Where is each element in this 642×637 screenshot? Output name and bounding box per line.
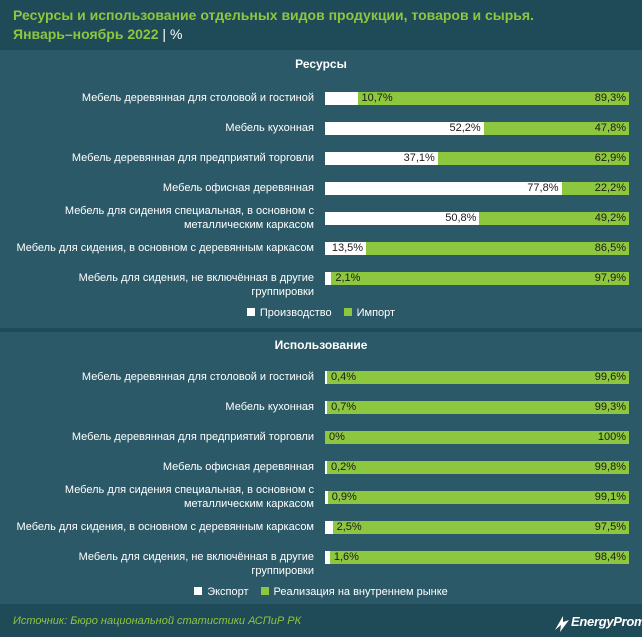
usage-value-label-second: 99,3% — [594, 401, 626, 413]
resources-value-label-first: 77,8% — [527, 182, 559, 194]
usage-value-label-second: 99,8% — [594, 461, 626, 473]
legend-swatch — [260, 587, 269, 595]
resources-bar-Импорт — [437, 151, 629, 165]
resources-category-label: Мебель для сидения, не включённая в друг… — [78, 272, 314, 298]
resources-bar-Производство — [325, 121, 484, 135]
footer — [0, 607, 642, 637]
energyprom-logo: EnergyProm — [551, 611, 642, 633]
legend-item: Экспорт — [194, 586, 249, 598]
legend-label: Реализация на внутреннем рынке — [273, 586, 448, 598]
resources-category-label: Мебель кухонная — [225, 122, 314, 134]
lightning-bolt-icon — [555, 616, 569, 632]
legend-label: Импорт — [356, 307, 396, 319]
legend-label: Экспорт — [207, 586, 249, 598]
usage-value-label-second: 98,4% — [594, 551, 626, 563]
usage-value-label-first: 0,2% — [331, 461, 357, 473]
resources-bar-Импорт — [483, 121, 629, 135]
resources-category-label: Мебель для сидения специальная, в основн… — [64, 205, 314, 231]
usage-bar-Реализация на внутреннем рынке — [327, 490, 629, 504]
legend-item: Производство — [246, 307, 332, 319]
usage-bar-Экспорт — [325, 490, 328, 504]
resources-bar-Импорт — [331, 271, 629, 285]
chart-title: Ресурсы и использование отдельных видов … — [13, 6, 623, 44]
usage-bar-Экспорт — [325, 370, 327, 384]
resources-bar-Импорт — [366, 241, 629, 255]
usage-bar-Реализация на внутреннем рынке — [329, 550, 629, 564]
resources-value-label-first: 37,1% — [403, 152, 435, 164]
usage-value-label-second: 99,6% — [594, 371, 626, 383]
usage-value-label-second: 100% — [597, 431, 626, 443]
resources-bar-Импорт — [357, 91, 629, 105]
usage-category-label: Мебель офисная деревянная — [162, 461, 314, 473]
usage-value-label-first: 2,5% — [336, 521, 362, 533]
usage-value-label-first: 0% — [329, 431, 345, 443]
usage-value-label-second: 99,1% — [594, 491, 626, 503]
legend-swatch — [343, 308, 352, 316]
title-period: Январь–ноябрь 2022 — [13, 26, 159, 42]
usage-category-label: Мебель деревянная для предприятий торгов… — [71, 431, 314, 443]
legend-item: Импорт — [343, 307, 396, 319]
usage-bar-Реализация на внутреннем рынке — [325, 430, 629, 444]
resources-value-label-first: 2,1% — [335, 272, 361, 284]
resources-value-label-second: 49,2% — [594, 212, 626, 224]
usage-category-label: Мебель для сидения специальная, в основн… — [64, 484, 314, 510]
usage-legend: Экспорт Реализация на внутреннем рынке — [0, 586, 642, 598]
resources-category-label: Мебель офисная деревянная — [162, 182, 314, 194]
usage-value-label-first: 0,4% — [331, 371, 357, 383]
resources-value-label-second: 62,9% — [594, 152, 626, 164]
title-separator: | — [162, 26, 167, 42]
usage-bar-Реализация на внутреннем рынке — [327, 370, 629, 384]
legend-swatch — [194, 587, 203, 595]
usage-category-label: Мебель кухонная — [225, 401, 314, 413]
legend-item: Реализация на внутреннем рынке — [260, 586, 448, 598]
usage-bar-Экспорт — [325, 520, 333, 534]
title-unit: % — [169, 26, 183, 42]
resources-legend: Производство Импорт — [0, 307, 642, 319]
usage-chart-title: Использование — [274, 338, 368, 352]
source-note: Источник: Бюро национальной статистики А… — [13, 615, 302, 627]
usage-category-label: Мебель деревянная для столовой и гостино… — [81, 371, 314, 383]
resources-value-label-second: 86,5% — [594, 242, 626, 254]
title-line-2: Январь–ноябрь 2022 | % — [13, 25, 623, 44]
resources-bar-Производство — [325, 241, 367, 255]
usage-value-label-first: 1,6% — [333, 551, 359, 563]
resources-value-label-second: 97,9% — [594, 272, 626, 284]
resources-chart-title: Ресурсы — [295, 57, 347, 71]
resources-value-label-first: 52,2% — [449, 122, 481, 134]
usage-bar-Экспорт — [325, 460, 327, 474]
usage-bar-Экспорт — [325, 400, 328, 414]
usage-value-label-second: 97,5% — [594, 521, 626, 533]
resources-bar-Производство — [325, 211, 480, 225]
usage-bar-Реализация на внутреннем рынке — [327, 400, 629, 414]
resources-bar-Производство — [325, 151, 438, 165]
resources-value-label-first: 50,8% — [445, 212, 477, 224]
legend-swatch — [246, 308, 255, 316]
resources-value-label-second: 47,8% — [594, 122, 626, 134]
usage-category-label: Мебель для сидения, в основном с деревян… — [16, 521, 314, 533]
resources-bar-Импорт — [561, 181, 629, 195]
logo-text: EnergyProm — [571, 614, 642, 629]
legend-label: Производство — [259, 307, 332, 319]
resources-bar-Импорт — [479, 211, 629, 225]
title-line-1: Ресурсы и использование отдельных видов … — [13, 7, 534, 23]
usage-bar-Экспорт — [325, 550, 330, 564]
resources-value-label-second: 22,2% — [594, 182, 626, 194]
resources-value-label-first: 10,7% — [361, 92, 393, 104]
usage-value-label-first: 0,7% — [331, 401, 357, 413]
usage-value-label-first: 0,9% — [331, 491, 357, 503]
resources-value-label-first: 13,5% — [331, 242, 364, 254]
resources-category-label: Мебель деревянная для столовой и гостино… — [81, 92, 314, 104]
resources-bar-Производство — [325, 91, 358, 105]
usage-category-label: Мебель для сидения, не включённая в друг… — [78, 551, 314, 577]
resources-bar-Производство — [325, 181, 562, 195]
resources-category-label: Мебель для сидения, в основном с деревян… — [16, 242, 314, 254]
usage-bar-Реализация на внутреннем рынке — [327, 460, 629, 474]
resources-bar-Производство — [325, 271, 332, 285]
resources-value-label-second: 89,3% — [594, 92, 626, 104]
resources-category-label: Мебель деревянная для предприятий торгов… — [71, 152, 314, 164]
usage-bar-Реализация на внутреннем рынке — [332, 520, 629, 534]
